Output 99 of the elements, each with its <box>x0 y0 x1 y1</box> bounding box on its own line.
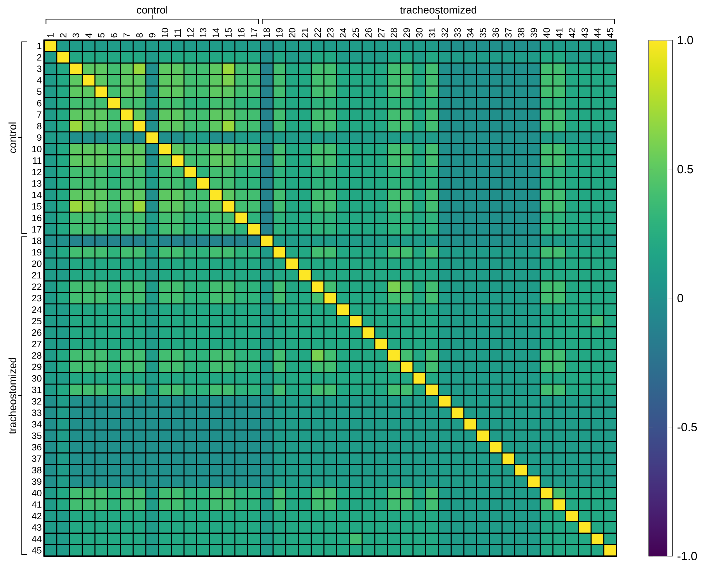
x-tick-label: 24 <box>340 28 346 38</box>
x-tick-label: 28 <box>390 28 398 38</box>
x-tick-label: 43 <box>582 28 588 38</box>
x-tick-label: 17 <box>251 28 258 38</box>
x-tick-label: 32 <box>442 28 448 38</box>
y-tick-label: 23 <box>32 295 42 302</box>
text: tracheostomized <box>400 6 477 14</box>
x-tick-label: 30 <box>416 28 423 38</box>
y-tick-label: 6 <box>37 100 42 107</box>
y-tick-label: 30 <box>32 375 42 382</box>
x-tick-label: 29 <box>404 28 410 38</box>
x-tick-label: 9 <box>149 34 156 38</box>
x-tick-label: 35 <box>480 28 486 38</box>
x-tick-label: 10 <box>162 28 168 38</box>
y-tick-label: 20 <box>32 260 42 268</box>
x-tick-label: 15 <box>226 28 232 38</box>
x-tick-label: 8 <box>136 33 143 38</box>
y-tick-label: 10 <box>32 146 42 153</box>
y-tick-label: 2 <box>37 54 42 61</box>
color-bar-label: 1.0 <box>678 36 694 45</box>
x-tick-label: 36 <box>492 28 500 38</box>
color-bar-label: 0 <box>678 294 684 303</box>
y-tick-label: 38 <box>32 467 42 474</box>
x-tick-label: 33 <box>454 28 462 38</box>
x-tick-label: 5 <box>98 33 105 38</box>
x-tick-label: 1 <box>48 34 54 38</box>
color-bar-label: -0.5 <box>678 423 698 432</box>
y-tick-label: 15 <box>32 203 42 210</box>
x-tick-label: 20 <box>289 28 296 38</box>
y-tick-label: 34 <box>32 421 42 428</box>
x-tick-label: 27 <box>378 28 385 38</box>
x-tick-label: 38 <box>518 28 525 38</box>
x-tick-label: 4 <box>86 33 92 38</box>
y-tick-label: 36 <box>32 444 42 451</box>
x-tick-label: 3 <box>72 33 80 38</box>
y-tick-label: 29 <box>32 364 42 370</box>
y-tick-label: 42 <box>32 513 42 520</box>
x-tick-label: 39 <box>530 28 538 38</box>
y-tick-label: 24 <box>32 306 42 314</box>
x-tick-label: 42 <box>569 28 576 38</box>
y-tick-label: 41 <box>32 502 42 508</box>
y-tick-label: 32 <box>32 398 42 405</box>
y-tick-label: 37 <box>32 456 42 462</box>
y-tick-label: 45 <box>32 547 42 554</box>
y-tick-label: 5 <box>37 88 42 96</box>
y-tick-label: 35 <box>32 432 42 440</box>
x-tick-label: 21 <box>302 28 308 38</box>
x-tick-label: 11 <box>174 29 182 38</box>
x-tick-label: 18 <box>264 28 270 38</box>
x-tick-label: 41 <box>556 28 563 38</box>
y-tick-label: 17 <box>32 226 42 233</box>
y-tick-label: 11 <box>33 158 42 164</box>
color-bar-label: 0.5 <box>678 165 694 174</box>
y-tick-label: 22 <box>32 284 42 290</box>
y-tick-label: 27 <box>32 341 42 348</box>
y-tick-label: 43 <box>32 524 42 531</box>
x-tick-label: 25 <box>352 28 360 38</box>
x-tick-label: 31 <box>429 28 436 38</box>
text: control <box>137 6 168 14</box>
y-tick-label: 1 <box>38 42 42 50</box>
y-tick-label: 13 <box>32 180 42 187</box>
x-tick-label: 7 <box>124 34 130 38</box>
x-tick-label: 37 <box>505 28 512 38</box>
x-tick-label: 12 <box>187 28 194 38</box>
x-tick-label: 40 <box>544 28 550 38</box>
y-tick-label: 4 <box>37 77 42 84</box>
y-tick-label: 25 <box>32 318 42 325</box>
y-tick-label: 9 <box>37 134 42 142</box>
y-tick-label: 12 <box>32 169 42 176</box>
text: control <box>8 122 16 154</box>
y-tick-label: 31 <box>32 386 42 394</box>
y-tick-label: 18 <box>32 238 42 244</box>
x-tick-label: 23 <box>327 28 334 38</box>
x-tick-label: 2 <box>60 34 67 38</box>
y-tick-label: 16 <box>32 214 42 222</box>
y-tick-label: 28 <box>32 352 42 359</box>
y-tick-label: 21 <box>32 272 42 279</box>
y-tick-label: 14 <box>32 192 42 198</box>
x-tick-label: 13 <box>200 28 207 38</box>
y-tick-label: 26 <box>32 330 42 336</box>
y-tick-label: 44 <box>32 536 42 542</box>
y-tick-label: 40 <box>32 490 42 497</box>
x-tick-label: 45 <box>607 28 614 38</box>
y-tick-label: 8 <box>37 123 42 130</box>
x-tick-label: 19 <box>276 28 283 38</box>
y-tick-label: 33 <box>32 410 42 416</box>
x-tick-label: 14 <box>212 28 220 38</box>
color-bar-label: -1.0 <box>678 552 698 561</box>
x-tick-label: 6 <box>111 33 118 38</box>
y-tick-label: 3 <box>37 66 42 72</box>
text: tracheostomized <box>8 358 16 434</box>
x-tick-label: 34 <box>467 28 474 38</box>
x-tick-label: 44 <box>594 28 601 38</box>
x-tick-label: 26 <box>365 28 372 38</box>
y-tick-label: 7 <box>37 112 42 118</box>
y-tick-label: 39 <box>32 478 42 486</box>
y-tick-label: 19 <box>32 249 42 256</box>
x-tick-label: 16 <box>238 28 245 38</box>
x-tick-label: 22 <box>314 28 322 38</box>
